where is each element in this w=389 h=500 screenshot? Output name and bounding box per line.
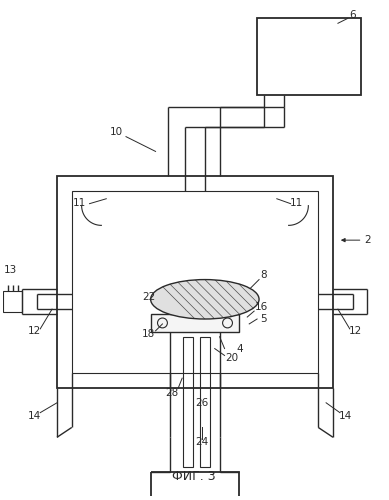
Text: 14: 14 xyxy=(339,410,352,420)
Text: 22: 22 xyxy=(142,292,155,302)
Text: 18: 18 xyxy=(142,329,155,339)
Bar xyxy=(72,191,318,373)
Text: 20: 20 xyxy=(225,354,238,364)
Bar xyxy=(151,314,239,332)
Bar xyxy=(183,336,193,467)
Text: 5: 5 xyxy=(261,314,267,324)
Text: 26: 26 xyxy=(195,398,209,408)
Text: 11: 11 xyxy=(73,198,86,207)
Text: 28: 28 xyxy=(166,388,179,398)
Text: 10: 10 xyxy=(110,126,123,136)
Text: 24: 24 xyxy=(195,437,209,447)
Text: 8: 8 xyxy=(261,270,267,280)
Text: 6: 6 xyxy=(349,10,356,20)
Text: 13: 13 xyxy=(4,264,17,274)
Text: 14: 14 xyxy=(28,410,41,420)
Text: 2: 2 xyxy=(364,235,371,245)
Text: 4: 4 xyxy=(236,344,243,353)
Bar xyxy=(57,176,333,388)
Bar xyxy=(3,292,23,312)
Bar xyxy=(200,336,210,467)
Bar xyxy=(257,18,361,95)
Text: 16: 16 xyxy=(254,302,268,312)
Bar xyxy=(151,472,239,500)
Text: 11: 11 xyxy=(290,198,303,207)
Ellipse shape xyxy=(151,280,259,319)
Text: ФИГ. 3: ФИГ. 3 xyxy=(172,470,216,483)
Text: 12: 12 xyxy=(28,326,41,336)
Text: 12: 12 xyxy=(349,326,362,336)
